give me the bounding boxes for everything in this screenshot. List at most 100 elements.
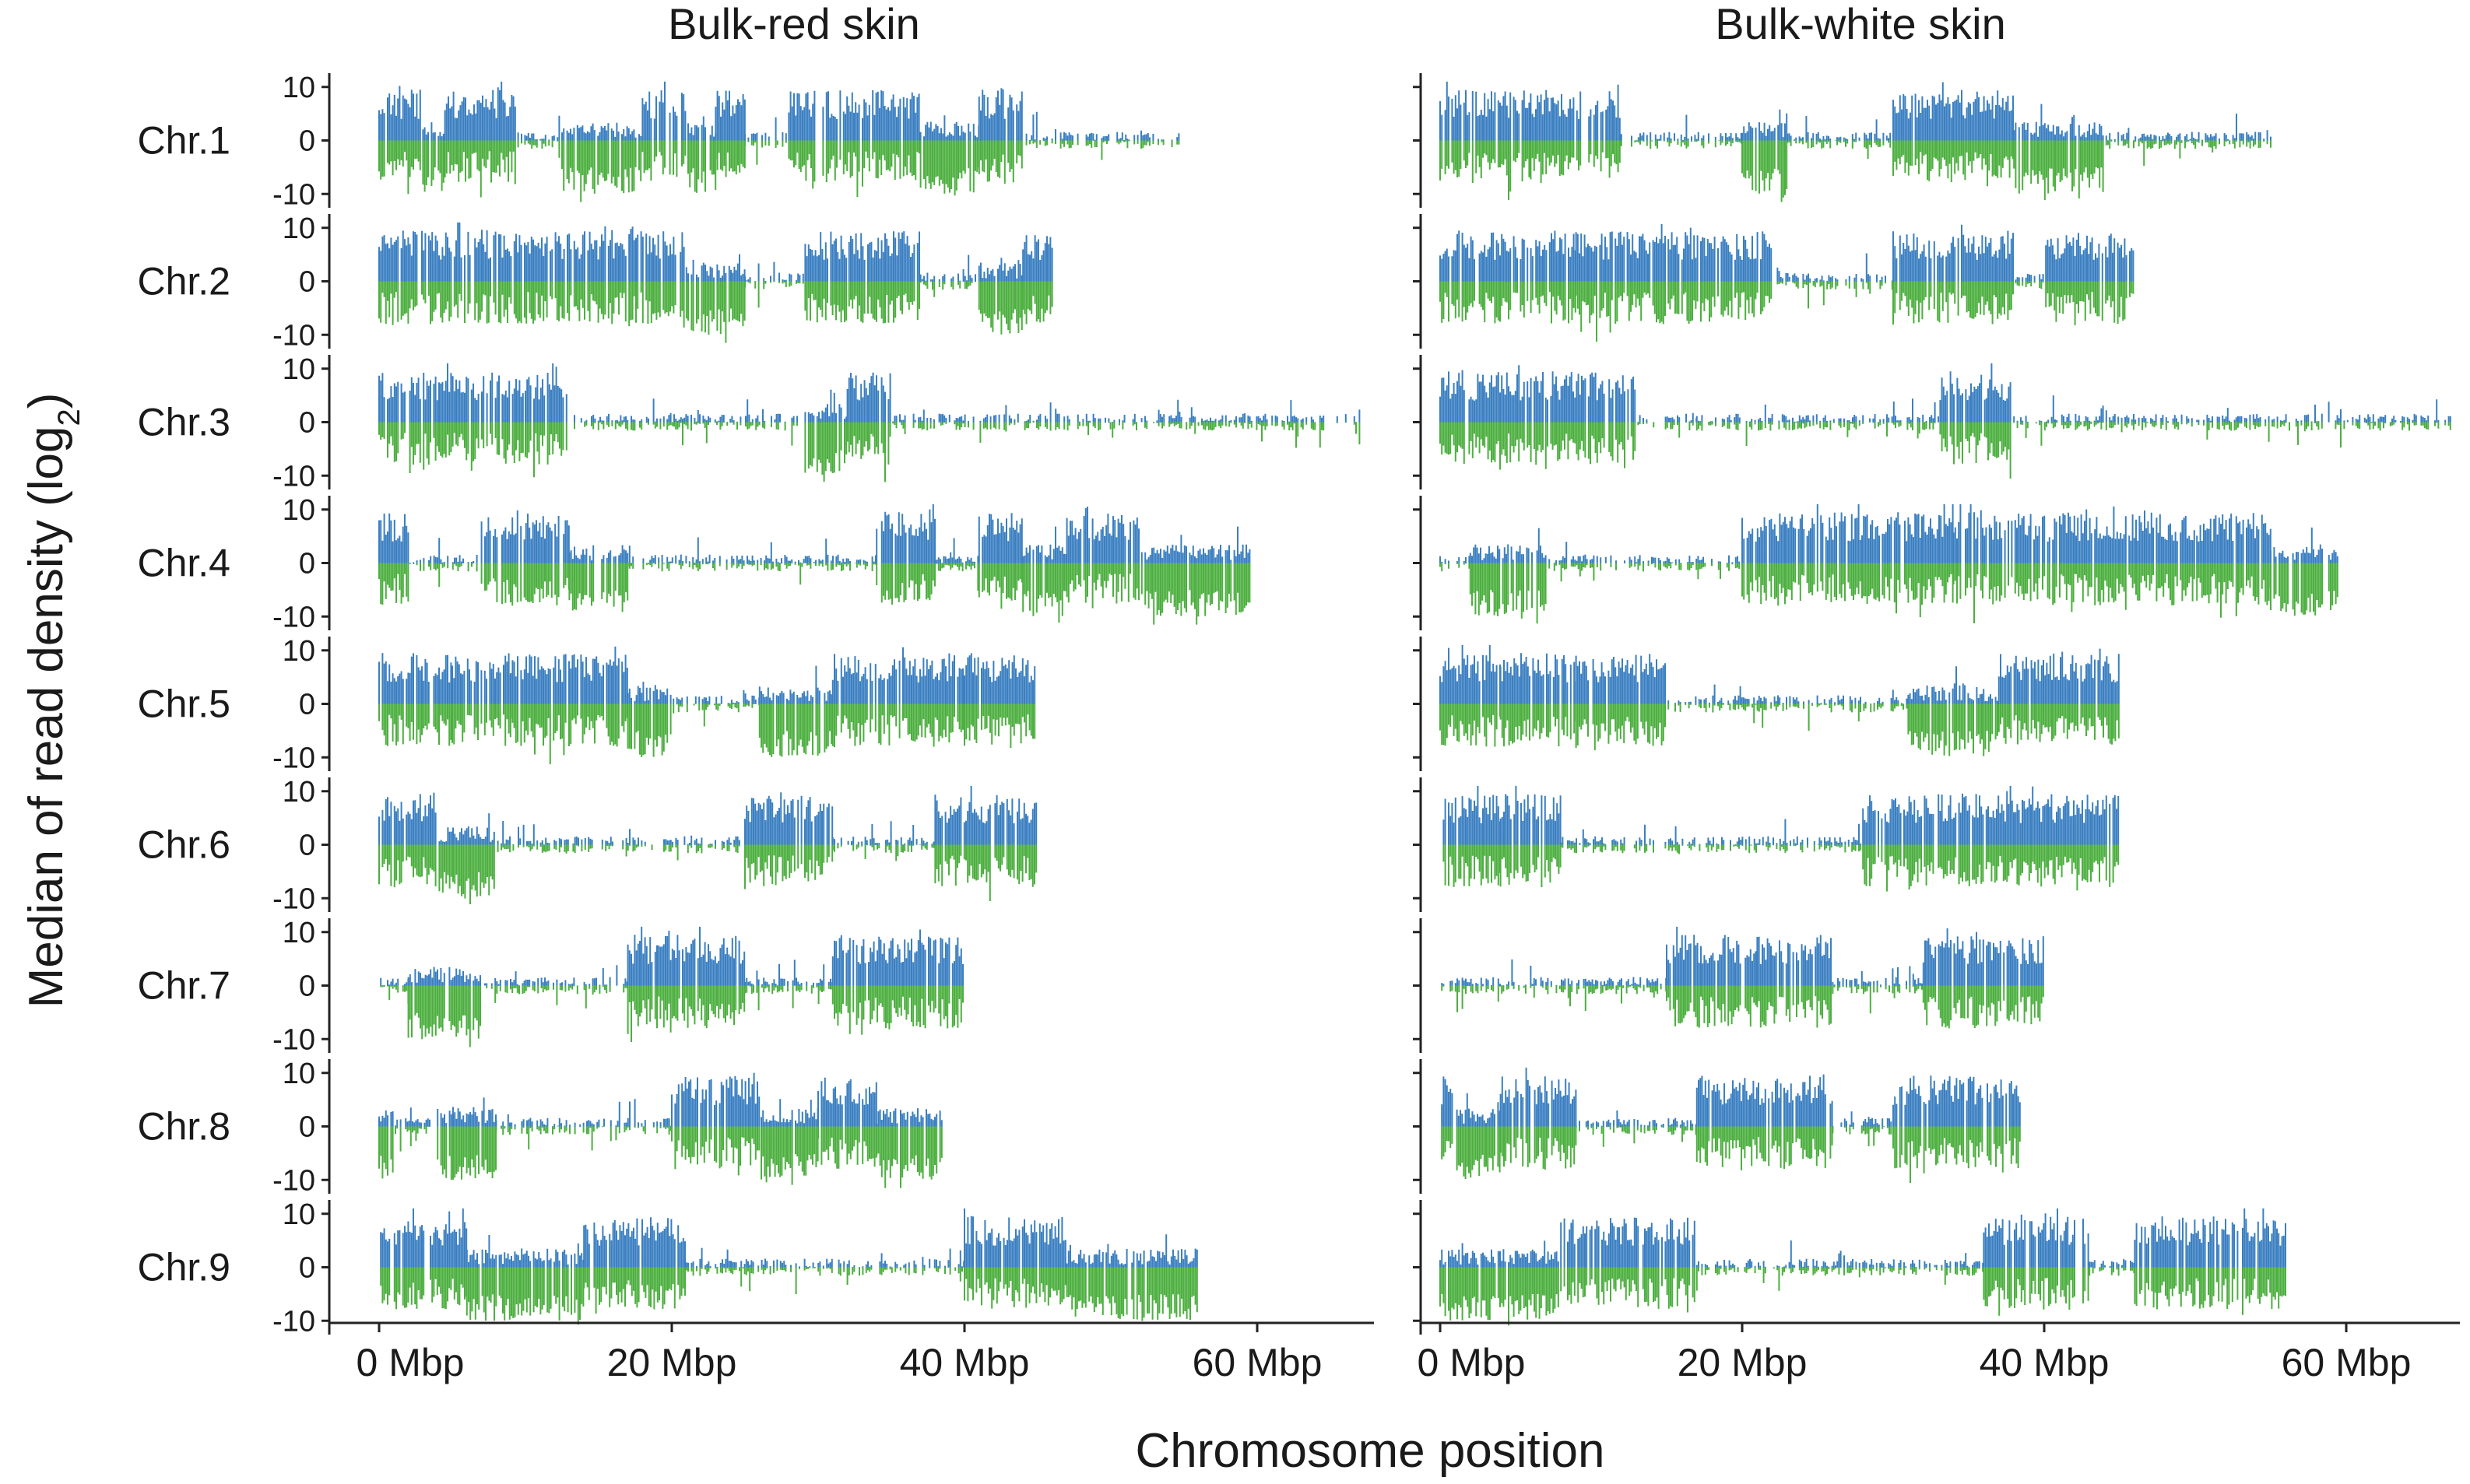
negative-density-bars	[378, 703, 1036, 765]
positive-density-bars	[1439, 503, 2338, 563]
x-tick-label: 20 Mbp	[1678, 1341, 1808, 1384]
row-label: Chr.6	[137, 823, 230, 867]
positive-density-bars	[1439, 644, 2120, 704]
positive-density-bars	[1439, 1208, 2286, 1268]
negative-density-bars	[1442, 844, 2120, 892]
track-chr-5	[1413, 637, 2120, 771]
y-tick-label: 0	[299, 830, 315, 862]
y-tick-label: 10	[283, 1058, 315, 1090]
y-tick-label: 10	[283, 72, 315, 104]
row-label: Chr.3	[137, 401, 230, 444]
y-tick-label: 10	[283, 1198, 315, 1231]
x-tick-label: 60 Mbp	[1193, 1341, 1323, 1384]
track-chr-1	[1413, 73, 2271, 208]
y-tick-label: -10	[272, 742, 315, 774]
plot-area: Chr.1 10 0 -10 Chr.2 10 0 -10 Chr.3 10 0 -10 Chr.4 10…	[137, 72, 2460, 1384]
negative-density-bars	[380, 985, 964, 1047]
panel-title-bulk-white: Bulk-white skin	[1715, 0, 2005, 48]
y-tick-label: -10	[272, 178, 315, 211]
y-tick-label: 10	[283, 212, 315, 245]
negative-density-bars	[1439, 422, 2451, 479]
track-chr-9	[1413, 1200, 2286, 1335]
y-tick-label: -10	[272, 1164, 315, 1197]
positive-density-bars	[378, 81, 1180, 141]
x-tick-label: 0 Mbp	[357, 1341, 465, 1384]
x-tick-label: 40 Mbp	[900, 1341, 1030, 1384]
track-chr-8	[1413, 1059, 2021, 1194]
track-chr-3: Chr.3 10 0 -10	[137, 353, 1361, 493]
negative-density-bars	[1439, 281, 2134, 342]
track-chr-1: Chr.1 10 0 -10	[137, 72, 1180, 211]
positive-density-bars	[378, 503, 1251, 563]
row-label: Chr.2	[137, 260, 230, 303]
negative-density-bars	[1439, 563, 2338, 624]
row-label: Chr.5	[137, 682, 230, 726]
positive-density-bars	[378, 1072, 943, 1127]
positive-density-bars	[378, 646, 1036, 704]
y-tick-label: 10	[283, 353, 315, 386]
negative-density-bars	[1439, 1267, 2286, 1326]
y-tick-label: -10	[272, 601, 315, 633]
positive-density-bars	[1441, 926, 2044, 986]
row-label: Chr.4	[137, 542, 230, 585]
positive-density-bars	[1439, 81, 2271, 141]
x-tick-label: 40 Mbp	[1980, 1341, 2110, 1384]
negative-density-bars	[378, 563, 1251, 625]
positive-density-bars	[380, 1208, 1198, 1268]
track-chr-9: Chr.9 10 0 -10	[137, 1198, 1198, 1338]
negative-density-bars	[378, 281, 1053, 343]
y-tick-label: 0	[299, 689, 315, 721]
y-tick-label: 0	[299, 548, 315, 581]
panel-title-bulk-red: Bulk-red skin	[668, 0, 920, 48]
y-axis-title: Median of read density (log2)	[19, 393, 86, 1009]
panel-bulk-white: 0 Mbp 20 Mbp 40 Mbp 60 Mbp	[1413, 73, 2460, 1384]
y-tick-label: 0	[299, 407, 315, 440]
track-chr-8: Chr.8 10 0 -10	[137, 1058, 943, 1197]
positive-density-bars	[380, 926, 964, 986]
positive-density-bars	[378, 785, 1038, 845]
negative-density-bars	[380, 1267, 1198, 1325]
y-tick-label: 10	[283, 494, 315, 527]
track-chr-4	[1413, 496, 2338, 630]
y-tick-label: 0	[299, 1111, 315, 1144]
negative-density-bars	[1439, 703, 2120, 756]
track-chr-7: Chr.7 10 0 -10	[137, 917, 964, 1056]
track-chr-2	[1413, 214, 2134, 349]
negative-density-bars	[1441, 1126, 2021, 1183]
negative-density-bars	[1439, 140, 2271, 202]
y-tick-label: 0	[299, 266, 315, 299]
panel-bulk-red: Chr.1 10 0 -10 Chr.2 10 0 -10 Chr.3 10 0 -10 Chr.4 10…	[137, 72, 1374, 1384]
negative-density-bars	[378, 140, 1180, 202]
y-tick-label: -10	[272, 1305, 315, 1338]
y-tick-label: 10	[283, 776, 315, 809]
row-label: Chr.1	[137, 119, 230, 163]
positive-density-bars	[378, 363, 1361, 423]
track-chr-6	[1413, 777, 2120, 912]
positive-density-bars	[1442, 785, 2120, 845]
negative-density-bars	[378, 844, 1038, 904]
positive-density-bars	[1439, 223, 2134, 282]
track-chr-2: Chr.2 10 0 -10	[137, 212, 1053, 352]
y-tick-label: 0	[299, 970, 315, 1003]
y-tick-label: -10	[272, 319, 315, 352]
track-chr-4: Chr.4 10 0 -10	[137, 494, 1251, 633]
negative-density-bars	[1441, 985, 2044, 1029]
x-tick-label: 20 Mbp	[607, 1341, 737, 1384]
track-chr-5: Chr.5 10 0 -10	[137, 635, 1036, 774]
positive-density-bars	[1441, 1067, 2021, 1127]
y-tick-label: 0	[299, 125, 315, 158]
y-tick-label: 10	[283, 917, 315, 949]
positive-density-bars	[1439, 363, 2451, 423]
negative-density-bars	[378, 422, 1361, 482]
x-tick-label: 60 Mbp	[2282, 1341, 2412, 1384]
track-chr-3	[1413, 355, 2451, 489]
x-tick-label: 0 Mbp	[1418, 1341, 1526, 1384]
x-axis-title: Chromosome position	[1135, 1424, 1604, 1478]
row-label: Chr.9	[137, 1246, 230, 1289]
y-tick-label: -10	[272, 1023, 315, 1056]
y-tick-label: -10	[272, 882, 315, 915]
y-tick-label: -10	[272, 460, 315, 493]
negative-density-bars	[378, 1126, 943, 1188]
y-tick-label: 0	[299, 1252, 315, 1285]
